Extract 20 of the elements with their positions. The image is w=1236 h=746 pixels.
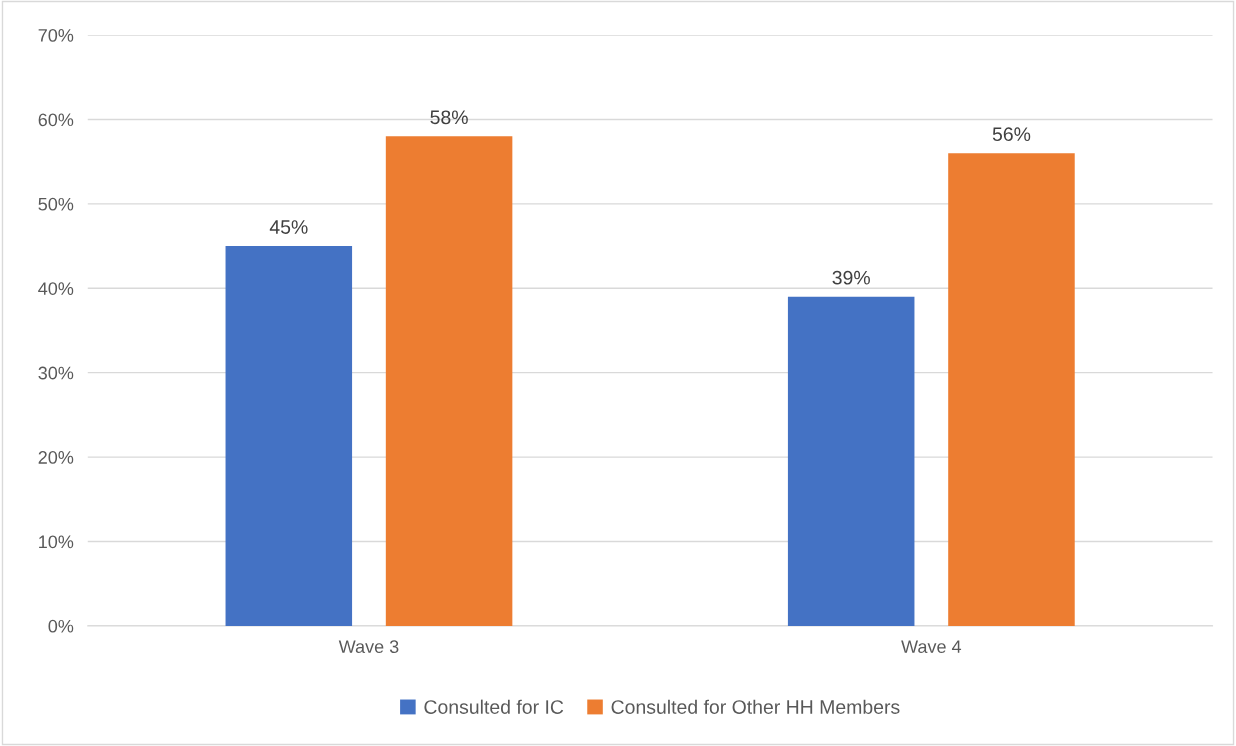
bar bbox=[225, 246, 353, 626]
bar bbox=[787, 296, 915, 626]
y-tick-label: 10% bbox=[39, 535, 74, 549]
y-tick-label: 40% bbox=[38, 282, 74, 295]
data-label: 56% bbox=[992, 127, 1031, 142]
data-label: 39% bbox=[832, 270, 870, 285]
x-tick-label: Wave 3 bbox=[338, 640, 399, 654]
y-tick-label: 70% bbox=[38, 29, 74, 42]
y-tick-label: 60% bbox=[38, 113, 74, 127]
y-tick-label: 50% bbox=[38, 197, 74, 211]
y-tick-label: 30% bbox=[38, 366, 74, 380]
bar bbox=[385, 136, 513, 626]
y-tick-label: 0% bbox=[48, 619, 74, 633]
data-label: 45% bbox=[269, 220, 308, 234]
legend-label: Consulted for IC bbox=[424, 699, 564, 714]
y-tick-label: 20% bbox=[38, 451, 74, 464]
legend-label: Consulted for Other HH Members bbox=[611, 699, 900, 714]
x-tick-label: Wave 4 bbox=[901, 640, 962, 654]
bar bbox=[948, 153, 1075, 626]
data-label: 58% bbox=[430, 110, 468, 125]
